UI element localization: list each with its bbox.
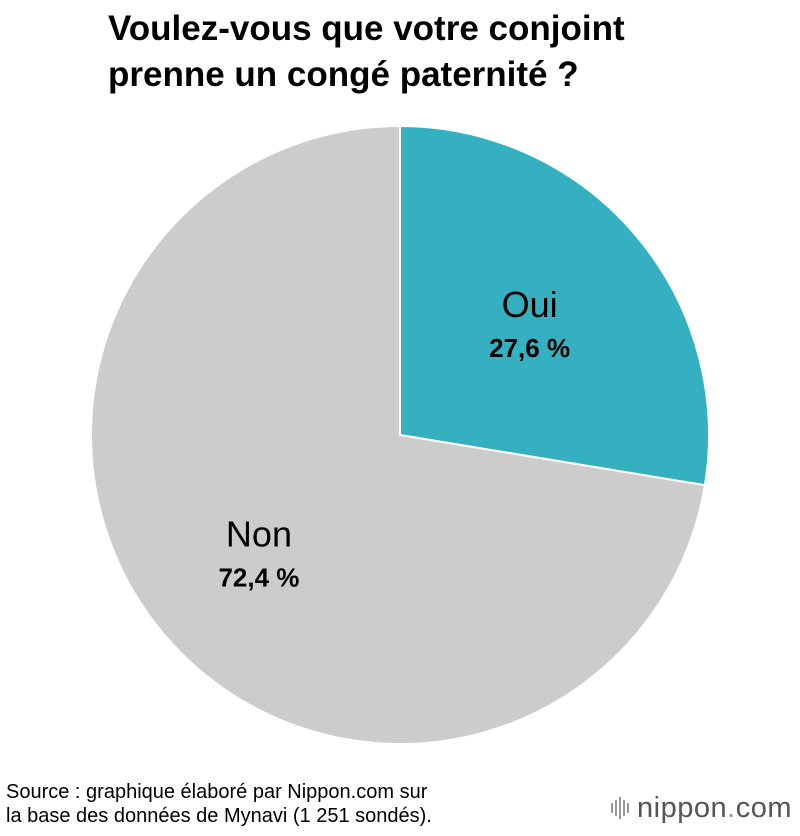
nippon-logo: nippon.com	[611, 792, 792, 824]
source-line-1: Source : graphique élaboré par Nippon.co…	[6, 781, 428, 803]
slice-label-non: Non	[226, 514, 292, 555]
chart-title: Voulez-vous que votre conjoint prenne un…	[108, 6, 788, 98]
source-line-2: la base des données de Mynavi (1 251 son…	[6, 805, 432, 827]
slice-value-oui: 27,6 %	[489, 333, 570, 363]
nippon-wordmark: nippon.com	[637, 791, 792, 824]
pie-slice-non	[90, 124, 707, 745]
slice-label-oui: Oui	[502, 284, 558, 325]
source-note: Source : graphique élaboré par Nippon.co…	[6, 780, 432, 828]
chart-title-line-2: prenne un congé paternité ?	[108, 55, 579, 94]
slice-value-non: 72,4 %	[218, 563, 299, 593]
pie-slice-oui	[399, 124, 710, 487]
nippon-bars-icon	[611, 796, 630, 820]
chart-title-line-1: Voulez-vous que votre conjoint	[108, 9, 625, 48]
